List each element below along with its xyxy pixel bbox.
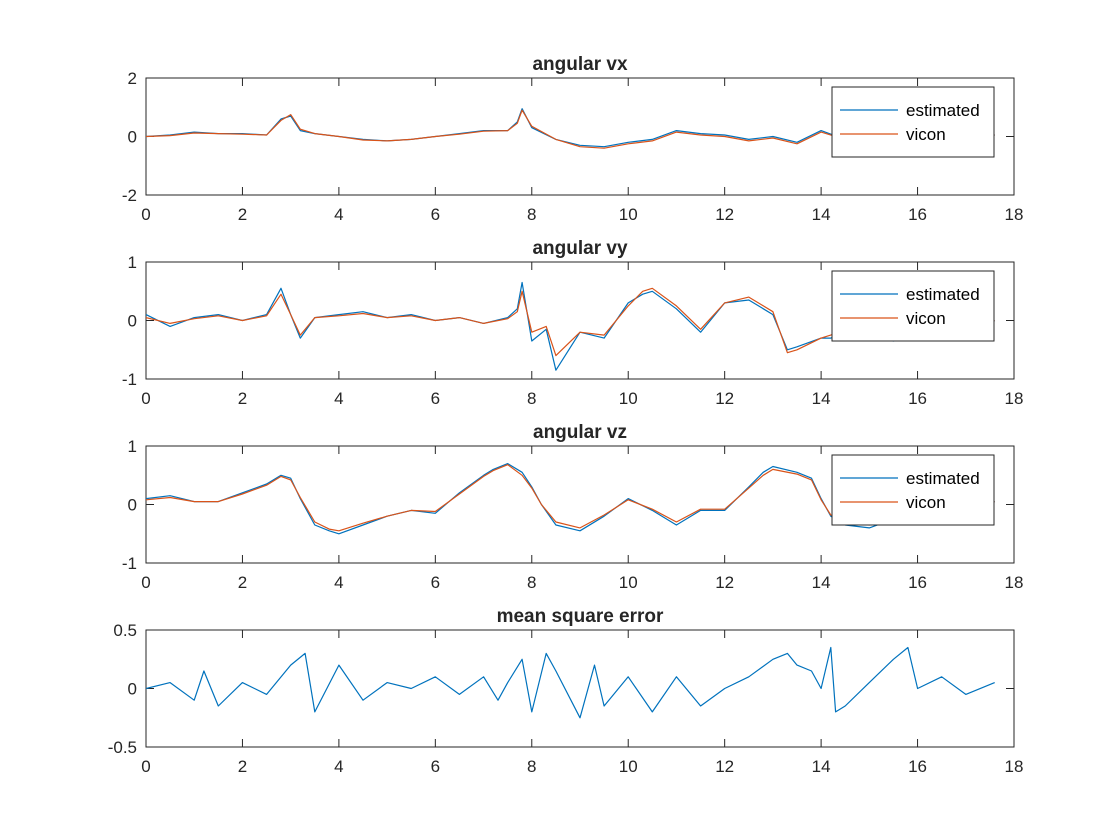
x-tick-label: 4 [334, 573, 343, 592]
y-tick-label: 0 [128, 312, 137, 331]
y-tick-label: 0 [128, 680, 137, 699]
x-tick-label: 16 [908, 757, 927, 776]
x-tick-label: 10 [619, 757, 638, 776]
x-tick-label: 18 [1005, 573, 1024, 592]
x-tick-label: 6 [431, 757, 440, 776]
x-tick-label: 14 [812, 389, 831, 408]
x-tick-label: 4 [334, 389, 343, 408]
x-tick-label: 12 [715, 573, 734, 592]
x-tick-label: 10 [619, 389, 638, 408]
legend: estimated vicon [831, 454, 995, 526]
y-tick-label: 0 [128, 496, 137, 515]
x-tick-label: 14 [812, 757, 831, 776]
x-tick-label: 6 [431, 205, 440, 224]
legend-box [831, 86, 995, 158]
x-tick-label: 6 [431, 573, 440, 592]
y-tick-label: -2 [122, 186, 137, 205]
legend-box [831, 454, 995, 526]
x-tick-label: 6 [431, 389, 440, 408]
x-tick-label: 18 [1005, 205, 1024, 224]
x-tick-label: 8 [527, 389, 536, 408]
x-tick-label: 0 [141, 757, 150, 776]
legend-label-vicon: vicon [906, 493, 946, 512]
x-tick-label: 12 [715, 757, 734, 776]
subplot-3: angular vz0 2 4 6 8 10 12 14 16 18-101estimatedvi… [122, 422, 1024, 592]
x-tick-label: 0 [141, 389, 150, 408]
x-tick-label: 8 [527, 573, 536, 592]
x-tick-label: 8 [527, 205, 536, 224]
x-tick-label: 18 [1005, 389, 1024, 408]
legend-label-vicon: vicon [906, 309, 946, 328]
x-tick-label: 0 [141, 205, 150, 224]
subplot-title: angular vz [533, 422, 627, 443]
x-tick-label: 2 [238, 205, 247, 224]
legend-box [831, 270, 995, 342]
x-tick-label: 10 [619, 573, 638, 592]
x-tick-label: 12 [715, 205, 734, 224]
y-tick-label: -1 [122, 554, 137, 573]
x-tick-label: 0 [141, 573, 150, 592]
legend-label-estimated: estimated [906, 101, 980, 120]
legend: estimated vicon [831, 86, 995, 158]
x-tick-label: 10 [619, 205, 638, 224]
subplot-title: mean square error [497, 606, 664, 627]
x-tick-label: 2 [238, 757, 247, 776]
x-tick-label: 16 [908, 205, 927, 224]
y-tick-label: 2 [128, 69, 137, 88]
legend-label-estimated: estimated [906, 469, 980, 488]
subplot-title: angular vx [532, 54, 627, 75]
legend-label-vicon: vicon [906, 125, 946, 144]
y-tick-label: 0 [128, 128, 137, 147]
subplot-panels: angular vx0 2 4 6 8 10 12 14 16 18-202estimatedvi… [108, 54, 1024, 776]
subplot-2: angular vy0 2 4 6 8 10 12 14 16 18-101estimatedvi… [122, 238, 1024, 408]
series-line-vicon [146, 287, 995, 357]
x-tick-label: 14 [812, 205, 831, 224]
x-tick-label: 16 [908, 573, 927, 592]
x-tick-label: 12 [715, 389, 734, 408]
subplot-1: angular vx0 2 4 6 8 10 12 14 16 18-202estimatedvi… [122, 54, 1024, 224]
legend-label-estimated: estimated [906, 285, 980, 304]
x-tick-label: 2 [238, 573, 247, 592]
x-tick-label: 16 [908, 389, 927, 408]
x-tick-label: 8 [527, 757, 536, 776]
y-tick-label: 1 [128, 437, 137, 456]
y-tick-label: -1 [122, 370, 137, 389]
series-line-estimated [146, 646, 995, 719]
x-tick-label: 4 [334, 205, 343, 224]
y-tick-label: 0.5 [113, 621, 137, 640]
x-tick-label: 18 [1005, 757, 1024, 776]
x-tick-label: 2 [238, 389, 247, 408]
x-tick-label: 4 [334, 757, 343, 776]
x-tick-label: 14 [812, 573, 831, 592]
y-tick-label: -0.5 [108, 738, 137, 757]
legend: estimated vicon [831, 270, 995, 342]
plot-area [145, 629, 1015, 748]
subplot-title: angular vy [532, 238, 627, 259]
series-line-vicon [146, 464, 995, 532]
y-tick-label: 1 [128, 253, 137, 272]
